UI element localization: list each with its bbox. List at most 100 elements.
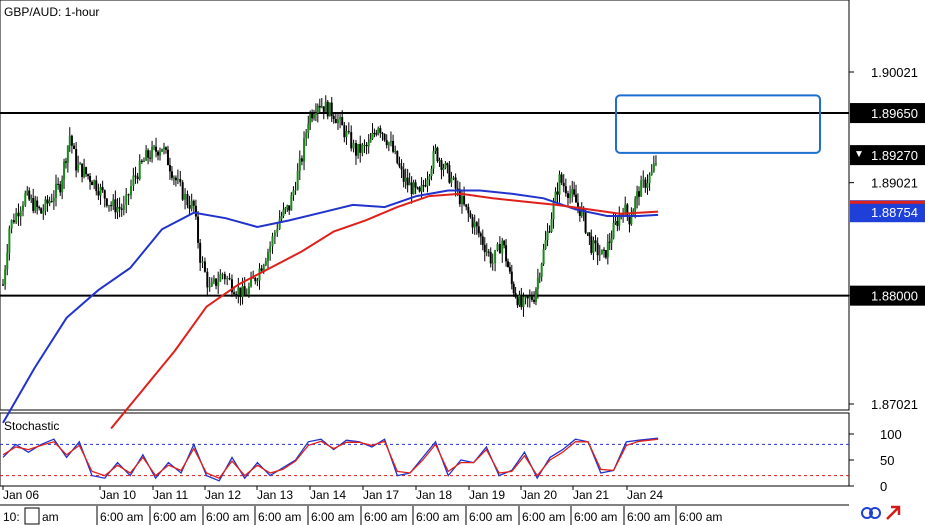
candle-body [460, 195, 463, 205]
candle-body [223, 274, 226, 280]
candle-body [465, 204, 468, 207]
candle-body [235, 294, 238, 296]
candle-body [430, 168, 433, 177]
candle-body [373, 132, 376, 134]
candle-body [151, 146, 154, 159]
ma-marker-bg [850, 200, 925, 223]
candle-body [608, 241, 611, 243]
candle-body [112, 199, 115, 206]
candle-body [217, 281, 220, 286]
level-label-bg [850, 285, 925, 306]
candle-body [610, 238, 613, 243]
candle-body [36, 200, 39, 207]
candle-body [408, 182, 411, 186]
candle-body [467, 206, 470, 214]
candle-body [600, 249, 603, 255]
candle-body [361, 144, 364, 153]
candle-body [503, 240, 506, 246]
candle-body [145, 150, 148, 161]
candle-body [406, 177, 409, 186]
candle-body [452, 177, 455, 179]
date-label: Jan 21 [573, 488, 609, 502]
sync-icon[interactable] [861, 507, 881, 519]
candle-body [416, 187, 419, 189]
candle-body [528, 296, 531, 299]
candle-body [359, 143, 362, 153]
candle-body [136, 176, 139, 180]
candle-body [381, 132, 384, 134]
candle-body [68, 135, 71, 147]
candle-body [548, 231, 551, 233]
candle-body [580, 208, 583, 216]
candle-body [330, 102, 333, 116]
candle-body [334, 118, 337, 124]
candle-body [604, 250, 607, 258]
candle-body [190, 200, 193, 209]
candle-body [345, 131, 348, 138]
candle-body [400, 166, 403, 170]
date-label: Jan 24 [627, 488, 663, 502]
candle-body [114, 199, 117, 213]
candle-body [481, 236, 484, 245]
candle-body [590, 236, 593, 253]
candle-body [347, 131, 350, 133]
date-label: Jan 20 [521, 488, 557, 502]
stochastic-d-line [2, 438, 659, 479]
candle-body [628, 215, 631, 225]
candle-body [55, 183, 57, 198]
candle-body [203, 261, 206, 272]
candle-body [170, 171, 173, 178]
candle-body [93, 180, 96, 186]
candle-body [626, 204, 629, 216]
candle-body [322, 106, 325, 112]
candle-body [363, 144, 366, 146]
candle-body [584, 212, 587, 233]
date-label: Jan 11 [153, 488, 188, 502]
stochastic-tick-label: 50 [880, 453, 894, 468]
candle-body [524, 296, 527, 298]
candle-body [147, 150, 150, 158]
candle-body [508, 267, 511, 272]
candle-body [75, 148, 78, 171]
candle-body [262, 265, 265, 271]
arrow-icon[interactable] [886, 505, 901, 520]
candle-body [77, 164, 80, 171]
candle-body [440, 160, 443, 170]
candle-body [95, 180, 98, 192]
ma-marker-label: 1.88754 [871, 205, 918, 220]
candle-body [371, 132, 374, 139]
candle-body [634, 198, 637, 211]
candle-body [642, 179, 645, 181]
price-axis: 1.900211.890211.880001.870211.896501.880… [849, 65, 925, 412]
candle-body [129, 186, 132, 196]
candle-body [73, 145, 76, 149]
chart-title: GBP/AUD: 1-hour [4, 5, 99, 19]
candle-body [365, 144, 368, 147]
candle-body [161, 148, 163, 152]
candle-body [542, 248, 545, 265]
candle-body [233, 292, 236, 295]
candle-body [458, 189, 461, 205]
candle-body [479, 233, 482, 237]
candle-body [618, 215, 621, 226]
candle-body [410, 182, 413, 195]
candle-body [516, 297, 519, 306]
candle-body [324, 101, 327, 112]
candle-body [596, 243, 599, 256]
candle-body [15, 212, 18, 223]
candle-body [8, 228, 11, 253]
candle-body [473, 222, 476, 228]
candle-body [4, 269, 7, 285]
candle-body [313, 114, 316, 119]
candle-body [157, 151, 160, 156]
time-label: 6:00 am [522, 510, 565, 524]
blue-moving-average [2, 189, 659, 424]
candle-body [294, 189, 297, 191]
candle-body [245, 294, 248, 296]
candle-body [444, 163, 447, 168]
candle-body [446, 163, 449, 166]
candle-body [646, 183, 649, 188]
candle-body [375, 133, 378, 135]
candle-body [510, 271, 513, 284]
